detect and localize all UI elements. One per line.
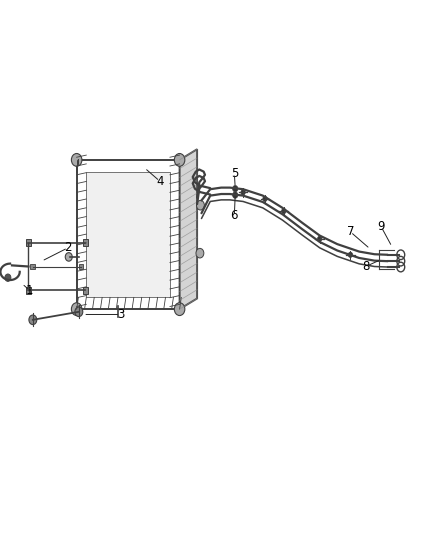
Polygon shape	[25, 239, 32, 246]
Circle shape	[5, 274, 11, 281]
Text: 4: 4	[156, 175, 164, 188]
Circle shape	[174, 303, 185, 316]
Circle shape	[71, 154, 82, 166]
Polygon shape	[86, 172, 170, 297]
Polygon shape	[180, 149, 197, 309]
Circle shape	[174, 154, 185, 166]
Circle shape	[318, 236, 322, 241]
Circle shape	[233, 192, 238, 198]
Polygon shape	[82, 239, 88, 246]
Polygon shape	[78, 264, 83, 270]
Circle shape	[65, 253, 72, 261]
Text: 3: 3	[117, 308, 124, 321]
Text: 1: 1	[26, 284, 34, 297]
Polygon shape	[82, 287, 88, 294]
Circle shape	[75, 307, 83, 317]
Circle shape	[196, 248, 204, 258]
Text: 7: 7	[346, 225, 354, 238]
Circle shape	[282, 208, 286, 214]
Circle shape	[29, 315, 37, 325]
Text: 8: 8	[362, 260, 369, 273]
Circle shape	[233, 185, 238, 192]
Text: 6: 6	[230, 209, 238, 222]
Circle shape	[348, 252, 353, 257]
Circle shape	[197, 200, 205, 210]
Text: 5: 5	[231, 167, 238, 180]
Text: 9: 9	[377, 220, 385, 233]
Polygon shape	[30, 264, 35, 270]
Circle shape	[263, 196, 267, 201]
Circle shape	[241, 190, 245, 195]
Circle shape	[71, 303, 82, 316]
Text: 2: 2	[64, 241, 72, 254]
Polygon shape	[25, 287, 32, 294]
